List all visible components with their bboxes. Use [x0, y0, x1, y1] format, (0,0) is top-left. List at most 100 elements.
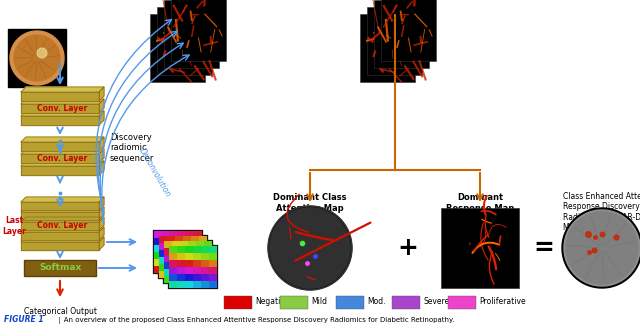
- Text: Severe: Severe: [423, 298, 449, 306]
- Bar: [193, 246, 201, 253]
- Bar: [170, 245, 178, 252]
- Bar: [162, 259, 170, 266]
- Bar: [193, 281, 201, 288]
- Circle shape: [268, 206, 352, 290]
- Bar: [170, 231, 178, 238]
- Bar: [169, 274, 177, 281]
- Bar: [209, 246, 217, 253]
- Bar: [177, 274, 185, 281]
- Bar: [186, 238, 194, 245]
- Bar: [154, 252, 162, 259]
- Bar: [201, 253, 209, 260]
- Bar: [201, 267, 209, 274]
- Bar: [177, 260, 185, 267]
- Polygon shape: [10, 31, 64, 85]
- Bar: [204, 269, 212, 276]
- Polygon shape: [99, 87, 104, 101]
- Polygon shape: [21, 212, 99, 220]
- Polygon shape: [21, 197, 104, 202]
- Text: Proliferative: Proliferative: [479, 298, 525, 306]
- Bar: [188, 262, 196, 269]
- Bar: [193, 260, 201, 267]
- Bar: [167, 257, 175, 264]
- Polygon shape: [99, 137, 104, 151]
- Polygon shape: [21, 104, 99, 113]
- Bar: [158, 235, 208, 279]
- Bar: [167, 264, 175, 271]
- Bar: [201, 260, 209, 267]
- Bar: [185, 253, 193, 260]
- Text: Conv. Layer: Conv. Layer: [37, 154, 87, 163]
- Bar: [170, 266, 178, 273]
- Bar: [178, 266, 186, 273]
- Bar: [209, 267, 217, 274]
- Bar: [204, 248, 212, 255]
- Bar: [209, 274, 217, 281]
- Bar: [188, 241, 196, 248]
- Bar: [188, 255, 196, 262]
- Bar: [157, 7, 212, 75]
- Bar: [172, 276, 180, 283]
- Polygon shape: [99, 111, 104, 125]
- Bar: [194, 252, 202, 259]
- Polygon shape: [99, 161, 104, 175]
- Bar: [167, 271, 175, 278]
- Bar: [186, 231, 194, 238]
- Polygon shape: [99, 207, 104, 220]
- Polygon shape: [562, 208, 640, 288]
- Bar: [186, 245, 194, 252]
- Text: Conv. Layer: Conv. Layer: [37, 221, 87, 231]
- Bar: [169, 267, 177, 274]
- Polygon shape: [566, 212, 638, 284]
- Polygon shape: [21, 137, 104, 142]
- Bar: [191, 243, 198, 250]
- Bar: [171, 0, 226, 61]
- Bar: [360, 14, 415, 82]
- Bar: [172, 269, 180, 276]
- Circle shape: [270, 208, 350, 288]
- Bar: [185, 260, 193, 267]
- Bar: [162, 266, 170, 273]
- Polygon shape: [21, 232, 99, 240]
- Polygon shape: [21, 161, 104, 166]
- Text: Mild: Mild: [311, 298, 327, 306]
- Bar: [183, 264, 191, 271]
- Bar: [180, 269, 188, 276]
- Bar: [172, 241, 180, 248]
- Bar: [186, 252, 194, 259]
- Polygon shape: [21, 116, 99, 125]
- Bar: [159, 243, 166, 250]
- Bar: [191, 257, 198, 264]
- Bar: [441, 208, 519, 288]
- Bar: [162, 238, 170, 245]
- Bar: [177, 253, 185, 260]
- Text: Last
Layer: Last Layer: [2, 216, 26, 236]
- Bar: [209, 260, 217, 267]
- Bar: [172, 255, 180, 262]
- Bar: [162, 231, 170, 238]
- Bar: [180, 255, 188, 262]
- Bar: [153, 230, 203, 274]
- Bar: [162, 252, 170, 259]
- Polygon shape: [21, 242, 99, 250]
- Bar: [175, 250, 182, 257]
- Bar: [193, 253, 201, 260]
- Bar: [188, 248, 196, 255]
- Bar: [170, 252, 178, 259]
- Polygon shape: [21, 92, 99, 101]
- Bar: [204, 241, 212, 248]
- Text: FIGURE 1: FIGURE 1: [4, 316, 44, 324]
- Polygon shape: [99, 227, 104, 240]
- Text: Softmax: Softmax: [39, 264, 81, 272]
- Bar: [169, 253, 177, 260]
- Bar: [180, 241, 188, 248]
- Polygon shape: [21, 142, 99, 151]
- Bar: [164, 248, 172, 255]
- Bar: [175, 271, 182, 278]
- Polygon shape: [99, 197, 104, 210]
- Bar: [178, 245, 186, 252]
- Polygon shape: [21, 87, 104, 92]
- Bar: [164, 241, 172, 248]
- Polygon shape: [21, 207, 104, 212]
- Bar: [169, 260, 177, 267]
